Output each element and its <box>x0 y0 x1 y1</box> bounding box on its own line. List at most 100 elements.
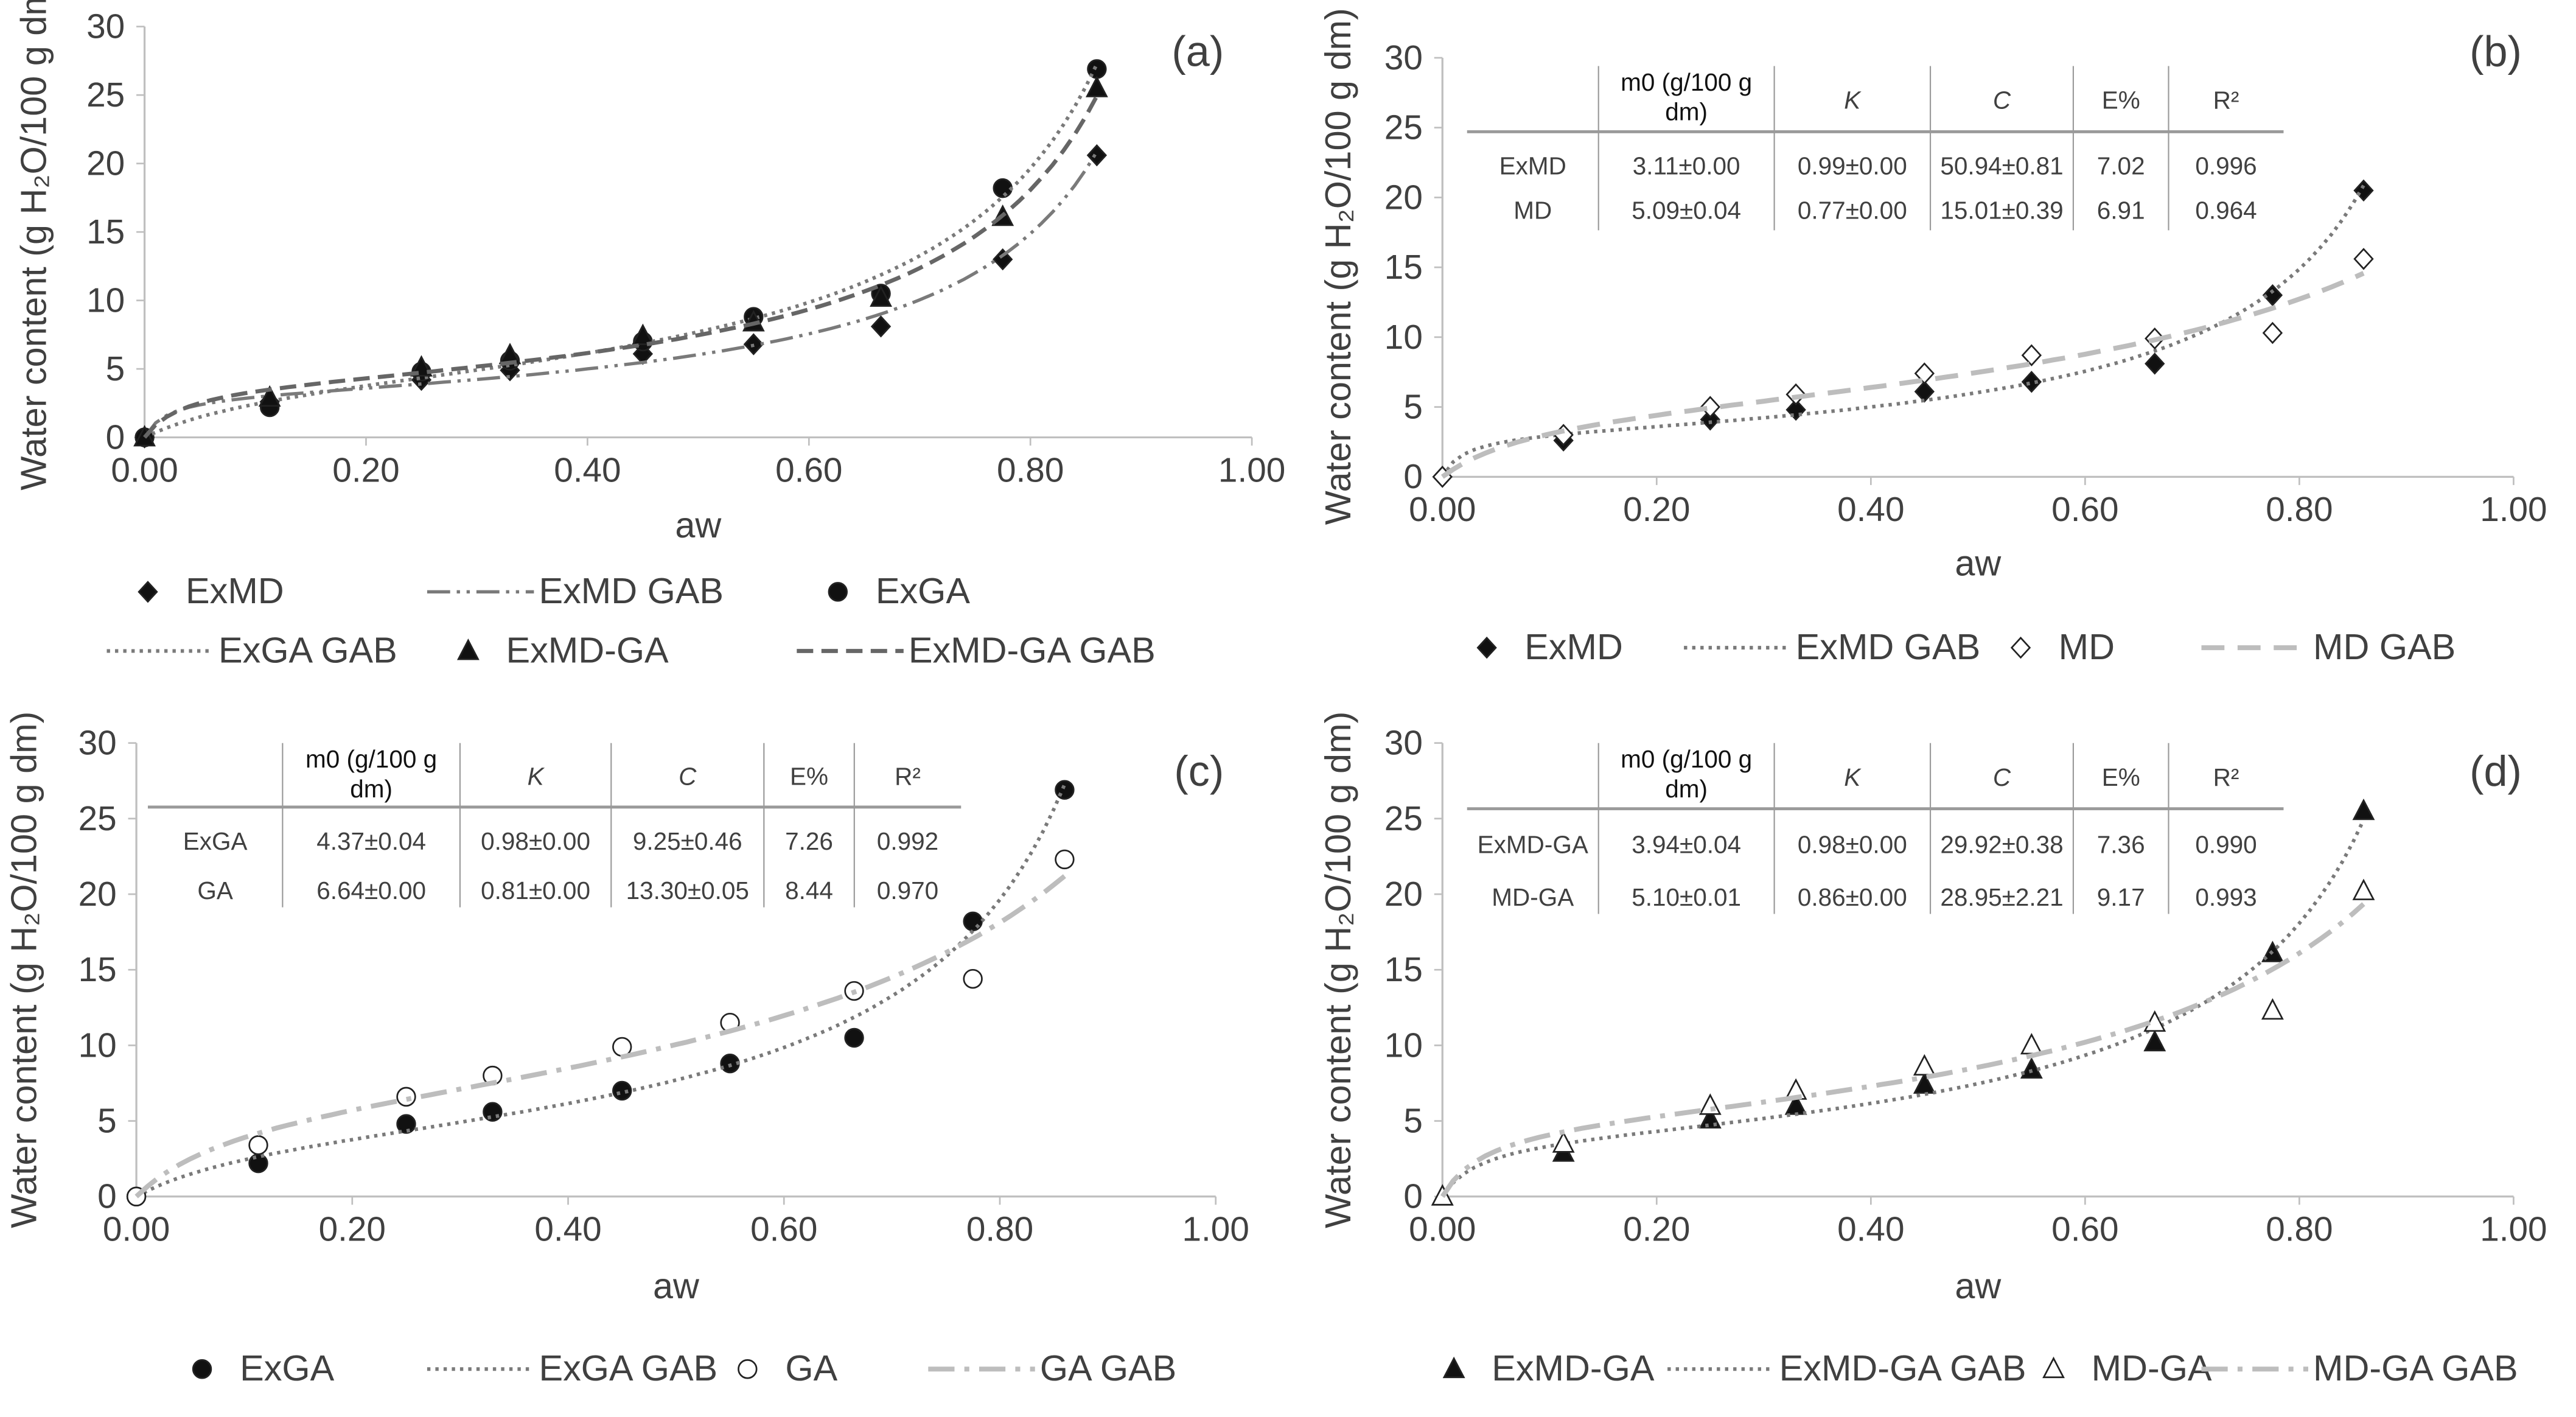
legend-label: ExGA GAB <box>539 1348 717 1388</box>
x-tick-label: 0.40 <box>1837 491 1904 529</box>
y-tick-label: 30 <box>1384 724 1423 763</box>
table-cell-r2: 0.992 <box>877 827 938 855</box>
y-tick-label: 0 <box>1403 458 1423 496</box>
series-md-ga <box>1431 878 2375 1206</box>
table-row-label: GA <box>197 876 233 904</box>
series-exmd-ga <box>133 75 1108 447</box>
table-header-e-percent: E% <box>2102 86 2140 114</box>
gab-fit-line <box>143 95 1099 439</box>
legend-label: ExMD-GA <box>1492 1348 1655 1388</box>
panel-c: 0.00 0.20 0.40 0.60 0.80 1.00 0 5 10 15 20 25 30 aw Wa… <box>3 712 1249 1388</box>
gab-fit-line <box>1440 819 2365 1198</box>
panel-label: (d) <box>2470 747 2522 795</box>
y-tick-label: 30 <box>79 724 117 763</box>
x-tick-label: 0.20 <box>332 451 399 489</box>
y-tick-label: 10 <box>79 1026 117 1065</box>
data-point <box>396 1114 416 1134</box>
table-cell-m0: 5.10±0.01 <box>1632 883 1741 911</box>
legend-marker <box>192 1359 212 1379</box>
table-header-r-squared: R² <box>2213 763 2239 791</box>
table-header-r-squared: R² <box>2213 86 2239 114</box>
y-tick-label: 10 <box>86 281 125 320</box>
data-point <box>1700 408 1720 431</box>
table-cell-e: 7.36 <box>2097 831 2145 859</box>
panel-label: (b) <box>2470 27 2522 75</box>
table-header-c: C <box>679 763 697 791</box>
x-tick-label: 1.00 <box>1182 1211 1249 1249</box>
series-exga-gab <box>144 63 1098 439</box>
legend-entry-exmd-ga: ExMD-GA <box>456 629 669 670</box>
y-tick-label: 5 <box>97 1102 117 1141</box>
panel-label: (a) <box>1171 27 1224 75</box>
table-header-r-squared: R² <box>895 763 921 791</box>
table-cell-r2: 0.970 <box>877 876 938 904</box>
series-md-gab <box>1440 271 2365 479</box>
table-row-label: MD <box>1513 197 1552 225</box>
x-tick-label: 0.00 <box>103 1211 170 1249</box>
legend-marker <box>1442 1356 1465 1379</box>
x-tick-label: 0.40 <box>1837 1211 1904 1249</box>
series-ga <box>126 849 1075 1206</box>
x-tick-label: 0.00 <box>1409 1211 1476 1249</box>
table-cell-e: 9.17 <box>2097 883 2145 911</box>
x-tick-label: 0.60 <box>2051 491 2118 529</box>
x-tick-label: 1.00 <box>2480 1211 2547 1249</box>
table-cell-m0: 3.11±0.00 <box>1633 152 1740 180</box>
panel-a: 0.00 0.20 0.40 0.60 0.80 1.00 0 5 10 15 20 25 30 aw Wa… <box>13 0 1286 670</box>
x-tick-label: 1.00 <box>2480 491 2547 529</box>
x-tick-label: 0.80 <box>997 451 1064 489</box>
table-cell-m0: 5.09±0.04 <box>1632 197 1741 225</box>
table-cell-r2: 0.964 <box>2195 197 2257 225</box>
x-tick-label: 0.80 <box>966 1211 1033 1249</box>
table-cell-c: 13.30±0.05 <box>626 876 749 904</box>
gab-fit-line <box>1440 184 2365 478</box>
y-tick-label: 15 <box>86 213 125 251</box>
data-point <box>483 1102 503 1122</box>
table-cell-e: 8.44 <box>785 876 833 904</box>
y-tick-label: 20 <box>1384 875 1423 914</box>
series-exmd <box>1432 179 2374 488</box>
x-tick-label: 0.20 <box>319 1211 386 1249</box>
y-axis-title: Water content (g H₂O/100 g dm) <box>13 0 54 491</box>
legend-label: MD-GA GAB <box>2313 1348 2518 1388</box>
gab-fit-line <box>144 63 1098 439</box>
legend-entry-exmd-ga-gab: ExMD-GA GAB <box>797 629 1156 670</box>
data-point <box>1913 1054 1936 1076</box>
table-cell-r2: 0.993 <box>2195 883 2257 911</box>
series-exmd-ga-gab <box>143 95 1099 439</box>
table-header-m0-box: m0 (g/100 g dm) <box>305 746 437 803</box>
table-header-k: K <box>1844 86 1862 114</box>
y-tick-label: 25 <box>1384 109 1423 147</box>
y-tick-label: 25 <box>1384 800 1423 838</box>
data-point <box>2262 284 2283 307</box>
y-tick-label: 0 <box>106 418 125 457</box>
table-cell-m0: 4.37±0.04 <box>316 827 426 855</box>
table-cell-c: 29.92±0.38 <box>1940 831 2063 859</box>
y-tick-label: 10 <box>1384 318 1423 357</box>
x-tick-label: 0.60 <box>2051 1211 2118 1249</box>
table-header-m0-box: m0 (g/100 g dm) <box>1621 746 1752 803</box>
legend-label: GA GAB <box>1040 1348 1176 1388</box>
x-axis-title: aw <box>1955 542 2002 583</box>
y-tick-label: 5 <box>106 350 125 388</box>
data-point <box>993 248 1013 271</box>
data-point <box>844 1027 864 1048</box>
data-point <box>2145 352 2165 375</box>
legend-entry-md-ga-gab: MD-GA GAB <box>2201 1348 2518 1388</box>
data-point <box>2021 371 2042 393</box>
legend-label: MD <box>2059 626 2115 667</box>
table-cell-k: 0.98±0.00 <box>1798 831 1907 859</box>
table-row-label: MD-GA <box>1492 883 1574 911</box>
table-cell-k: 0.77±0.00 <box>1798 197 1907 225</box>
legend-entry-exmd-gab: ExMD GAB <box>1684 626 1980 667</box>
series-exmd <box>134 144 1108 449</box>
x-axis-title: aw <box>1955 1265 2002 1306</box>
data-point <box>612 1080 632 1101</box>
legend-entry-md: MD <box>2010 626 2115 667</box>
legend-marker <box>138 581 158 603</box>
table-cell-e: 6.91 <box>2097 197 2145 225</box>
legend-marker <box>2042 1356 2065 1379</box>
x-tick-label: 0.60 <box>775 451 842 489</box>
table-header-k: K <box>528 763 545 791</box>
y-tick-label: 30 <box>86 8 125 46</box>
